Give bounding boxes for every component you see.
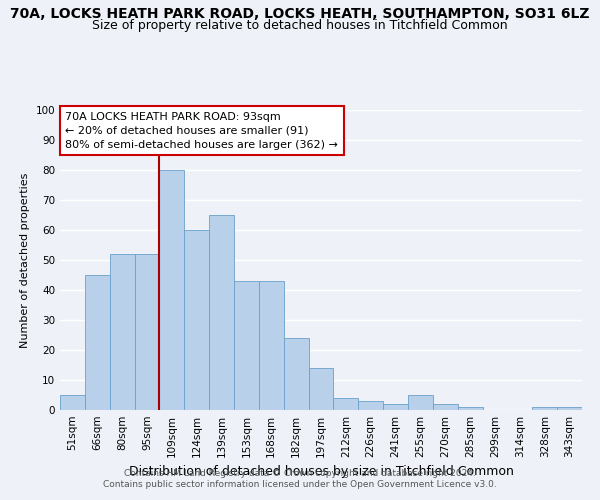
Text: 70A, LOCKS HEATH PARK ROAD, LOCKS HEATH, SOUTHAMPTON, SO31 6LZ: 70A, LOCKS HEATH PARK ROAD, LOCKS HEATH,… — [10, 8, 590, 22]
Text: Contains HM Land Registry data © Crown copyright and database right 2024.: Contains HM Land Registry data © Crown c… — [124, 468, 476, 477]
Bar — [234, 281, 259, 410]
Bar — [532, 407, 557, 410]
Bar — [358, 401, 383, 410]
Bar — [184, 230, 209, 410]
Bar — [209, 215, 234, 410]
Bar — [334, 398, 358, 410]
Bar — [284, 338, 308, 410]
Text: Contains public sector information licensed under the Open Government Licence v3: Contains public sector information licen… — [103, 480, 497, 489]
Y-axis label: Number of detached properties: Number of detached properties — [20, 172, 30, 348]
Bar — [85, 275, 110, 410]
Bar — [160, 170, 184, 410]
Bar — [557, 407, 582, 410]
Bar — [408, 395, 433, 410]
Text: 70A LOCKS HEATH PARK ROAD: 93sqm
← 20% of detached houses are smaller (91)
80% o: 70A LOCKS HEATH PARK ROAD: 93sqm ← 20% o… — [65, 112, 338, 150]
Bar — [433, 404, 458, 410]
X-axis label: Distribution of detached houses by size in Titchfield Common: Distribution of detached houses by size … — [128, 466, 514, 478]
Text: Size of property relative to detached houses in Titchfield Common: Size of property relative to detached ho… — [92, 19, 508, 32]
Bar — [308, 368, 334, 410]
Bar — [134, 254, 160, 410]
Bar — [110, 254, 134, 410]
Bar — [259, 281, 284, 410]
Bar — [383, 404, 408, 410]
Bar — [60, 395, 85, 410]
Bar — [458, 407, 482, 410]
